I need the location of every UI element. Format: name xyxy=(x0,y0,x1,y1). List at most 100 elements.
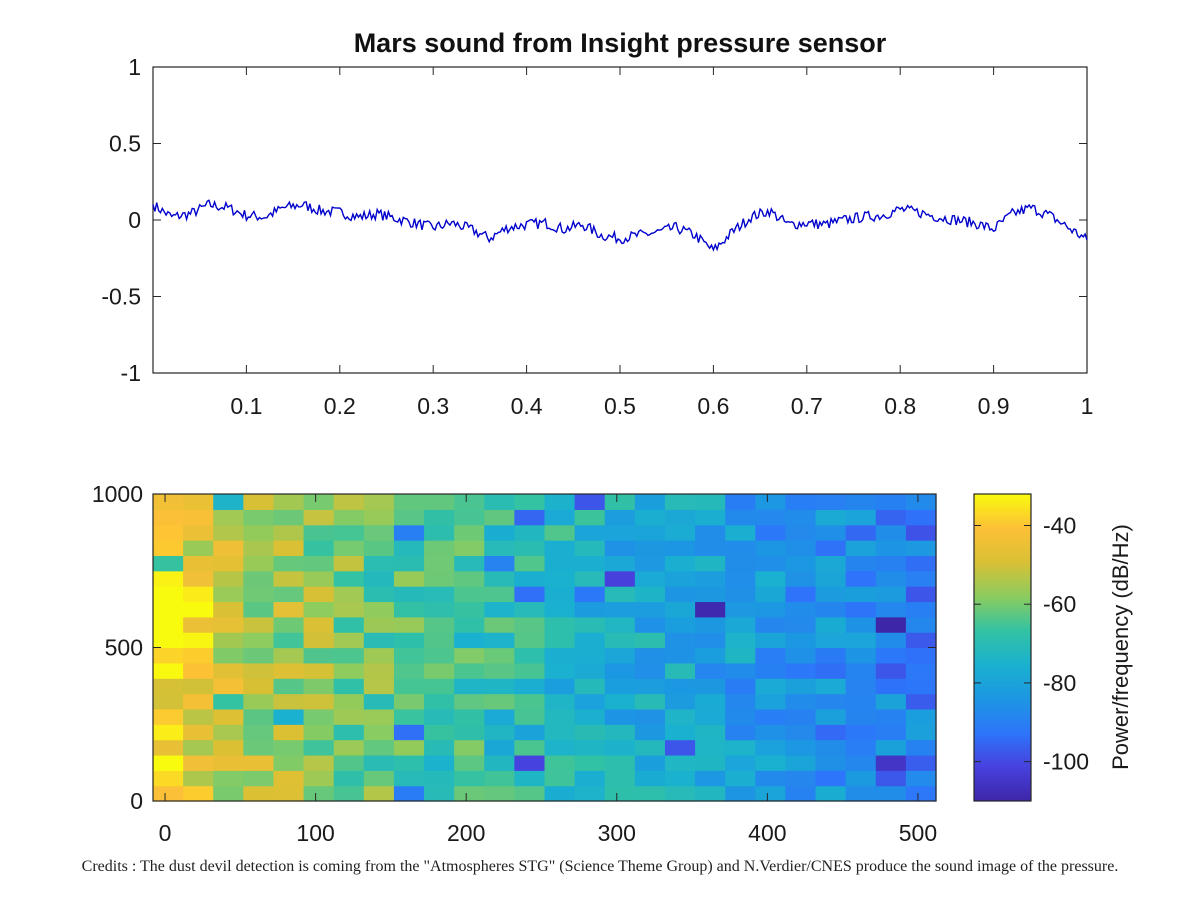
spectrogram-cell xyxy=(664,494,696,510)
colorbar-tick-label: -40 xyxy=(1043,512,1076,538)
spectrogram-cell xyxy=(695,754,726,771)
spectrogram-cell xyxy=(363,647,395,664)
spectrogram-cell xyxy=(725,678,756,695)
y-tick-label: -0.5 xyxy=(101,284,141,310)
spectrogram-cell xyxy=(845,708,877,725)
spectrogram-cell xyxy=(393,724,425,741)
spectrogram-cell xyxy=(273,708,305,725)
spectrogram-cell xyxy=(243,524,275,541)
spectrogram-cell xyxy=(905,586,937,603)
spectrogram-cell xyxy=(514,524,546,541)
spectrogram-cell xyxy=(153,724,184,741)
spectrogram-cell xyxy=(303,647,335,664)
spectrogram-cell xyxy=(303,524,335,541)
spectrogram-cell xyxy=(153,555,184,572)
spectrogram-cell xyxy=(845,754,877,771)
spectrogram-cell xyxy=(725,586,756,603)
spectrogram-cell xyxy=(514,678,546,695)
spectrogram-cell xyxy=(815,616,847,633)
spectrogram-cell xyxy=(183,754,214,771)
spectrogram-cell xyxy=(273,785,305,802)
spectrogram-cell xyxy=(544,601,576,618)
spectrogram-cell xyxy=(905,693,937,710)
spectrogram-cell xyxy=(363,678,395,695)
spectrogram-cell xyxy=(755,616,787,633)
spectrogram-cell xyxy=(815,632,847,649)
spectrogram-cell xyxy=(574,754,606,771)
spectrogram-cell xyxy=(484,601,515,618)
spectrogram-cell xyxy=(785,770,817,787)
spectrogram-cell xyxy=(454,570,485,587)
spectrogram-cell xyxy=(905,739,937,756)
spectrogram-cell xyxy=(424,678,455,695)
spectrogram-cell xyxy=(845,494,877,510)
spectrogram-cell xyxy=(604,678,636,695)
spectrogram-cell xyxy=(664,632,696,649)
spectrogram-cell xyxy=(574,724,606,741)
spectrogram-cell xyxy=(544,708,576,725)
spectrogram-cell xyxy=(243,785,275,802)
spectrogram-cell xyxy=(454,616,485,633)
spectrogram-cell xyxy=(905,601,937,618)
y-tick-label: 0.5 xyxy=(109,131,141,157)
spectrogram-cell xyxy=(153,693,184,710)
spectrogram-cell xyxy=(785,509,817,526)
spectrogram-cell xyxy=(303,770,335,787)
spectrogram-cell xyxy=(755,754,787,771)
spectrogram-cell xyxy=(755,724,787,741)
spectrogram-cell xyxy=(333,770,365,787)
spectrogram-cell xyxy=(755,678,787,695)
spectrogram-cell xyxy=(424,632,455,649)
spectrogram-cell xyxy=(183,524,214,541)
spectrogram-cell xyxy=(785,708,817,725)
spectrogram-cell xyxy=(363,601,395,618)
spectrogram-cell xyxy=(333,524,365,541)
spectrogram-cell xyxy=(454,632,485,649)
spectrogram-cell xyxy=(845,540,877,556)
spectrogram-cell xyxy=(815,770,847,787)
spectrogram-cell xyxy=(755,693,787,710)
spectrogram-cell xyxy=(484,509,515,526)
spectrogram-cell xyxy=(725,570,756,587)
spectrogram-cell xyxy=(544,494,576,510)
spectrogram-cell xyxy=(333,785,365,802)
spectrogram-cell xyxy=(273,647,305,664)
spectrogram-cell xyxy=(393,616,425,633)
spectrogram-cell xyxy=(514,739,546,756)
spectrogram-cell xyxy=(484,693,515,710)
spectrogram-cell xyxy=(634,739,666,756)
spectrogram-cell xyxy=(153,739,184,756)
line-plot: 0.1 0.2 0.3 0.4 0.5 0.6 0.7 0.8 0.9 1 1 0.5 0 -0.5 -1 xyxy=(101,54,1093,419)
spectrogram-cell xyxy=(183,724,214,741)
spectrogram-cell xyxy=(815,555,847,572)
spectrogram-cell xyxy=(544,540,576,556)
spectrogram-cell xyxy=(393,770,425,787)
spectrogram-cell xyxy=(393,785,425,802)
spectrogram-cell xyxy=(183,509,214,526)
spectrogram-cell xyxy=(484,770,515,787)
spectrogram-cell xyxy=(363,524,395,541)
spectrogram-cell xyxy=(213,632,244,649)
spectrogram-cell xyxy=(333,616,365,633)
spectrogram-cell xyxy=(755,524,787,541)
spectrogram-cell xyxy=(183,494,214,510)
spectrogram-cell xyxy=(213,524,244,541)
line-plot-axes-box xyxy=(152,66,1088,374)
spectrogram-cell xyxy=(574,678,606,695)
spectrogram-cell xyxy=(363,586,395,603)
spectrogram-cell xyxy=(303,754,335,771)
spectrogram-cell xyxy=(905,494,937,510)
spectrogram-cell xyxy=(725,785,756,802)
spectrogram-cell xyxy=(695,509,726,526)
spectrogram-cell xyxy=(393,708,425,725)
spectrogram-cell xyxy=(393,509,425,526)
spectrogram-cell xyxy=(544,524,576,541)
spectrogram-cell xyxy=(634,708,666,725)
spectrogram-cell xyxy=(785,662,817,679)
spectrogram-cell xyxy=(333,662,365,679)
spectrogram-cell xyxy=(544,678,576,695)
spectrogram-cell xyxy=(153,616,184,633)
spectrogram-cell xyxy=(424,754,455,771)
spectrogram-cell xyxy=(755,494,787,510)
